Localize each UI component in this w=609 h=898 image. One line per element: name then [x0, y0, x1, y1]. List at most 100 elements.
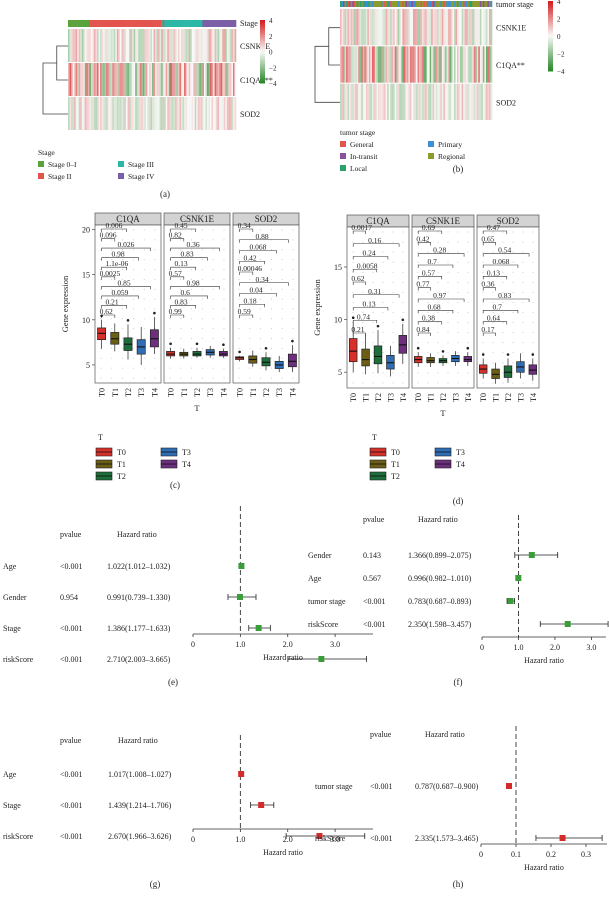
- pvalue-label: 0.28: [433, 246, 446, 255]
- heat-cell: [426, 9, 429, 46]
- grid-dot: [143, 377, 145, 379]
- pvalue-bracket: [239, 303, 265, 308]
- annotation-bar: [340, 1, 493, 7]
- heat-cell: [482, 83, 485, 120]
- grid-dot: [100, 268, 102, 270]
- heat-cell: [170, 63, 173, 96]
- heat-cell: [182, 29, 185, 62]
- heat-cell: [213, 97, 215, 130]
- grid-dot: [392, 322, 394, 324]
- annotation-cell: [68, 20, 70, 27]
- color-scale: 420−2−4: [260, 17, 277, 88]
- pvalue-bracket: [417, 298, 465, 302]
- pvalue-label: 0.00046: [238, 264, 263, 273]
- heat-cell: [403, 83, 406, 120]
- scale-step: [260, 62, 265, 65]
- annotation-cell: [475, 1, 478, 7]
- heat-cell: [479, 83, 482, 120]
- grid-dot: [372, 372, 374, 374]
- grid-dot: [180, 259, 182, 261]
- scale-step: [548, 33, 553, 37]
- grid-dot: [532, 291, 534, 293]
- box-t3: [205, 345, 215, 358]
- scale-step: [548, 17, 553, 21]
- grid-dot: [169, 249, 171, 251]
- grid-dot: [154, 328, 156, 330]
- pvalue-label: 0.34: [238, 221, 251, 230]
- grid-dot: [502, 261, 504, 263]
- scale-step: [548, 5, 553, 9]
- grid-dot: [132, 367, 134, 369]
- grid-dot: [492, 362, 494, 364]
- annotation-cell: [100, 20, 102, 27]
- heat-cell: [185, 29, 188, 62]
- grid-dot: [437, 231, 439, 233]
- heat-cell: [170, 97, 173, 130]
- heat-cell: [104, 63, 107, 96]
- outlier-point: [441, 350, 445, 353]
- heat-cell: [461, 83, 464, 120]
- facet-sod2: SOD20.170.640.70.830.360.130.0680.540.65…: [476, 214, 540, 402]
- grid-dot: [392, 342, 394, 344]
- heat-cell: [220, 29, 223, 62]
- x-tick-label: 1.0: [235, 640, 245, 649]
- heat-cell: [214, 97, 217, 130]
- x-axis-label: T: [194, 403, 200, 413]
- grid-dot: [492, 312, 494, 314]
- heat-cell: [181, 97, 183, 130]
- grid-dot: [260, 298, 262, 300]
- grid-dot: [122, 229, 124, 231]
- grid-dot: [457, 322, 459, 324]
- grid-dot: [270, 328, 272, 330]
- heat-cell: [378, 9, 380, 46]
- scale-step: [548, 61, 553, 65]
- grid-dot: [512, 342, 514, 344]
- grid-dot: [223, 249, 225, 251]
- heat-cell: [423, 9, 426, 46]
- pvalue-label: 0.84: [416, 325, 429, 334]
- scale-step: [548, 10, 553, 14]
- x-tick-label: 0.3: [581, 850, 591, 859]
- heat-cell: [129, 97, 131, 130]
- legend-title: tumor stage: [340, 128, 376, 137]
- annotation-cell: [191, 20, 194, 27]
- scale-step: [260, 70, 265, 73]
- heat-cell: [466, 9, 468, 46]
- heat-cell: [100, 97, 102, 130]
- scale-step: [260, 30, 265, 34]
- grid-dot: [260, 268, 262, 270]
- grid-dot: [201, 308, 203, 310]
- grid-dot: [292, 259, 294, 261]
- heat-cell: [228, 63, 231, 96]
- pvalue-label: 0.54: [498, 246, 511, 255]
- legend-entry: In-transit: [350, 152, 378, 161]
- annotation-cell: [460, 1, 462, 7]
- pvalue-label: 0.57: [169, 269, 182, 278]
- heat-cell: [145, 63, 148, 96]
- forest-row: riskScore <0.001 2.710(2.003–3.665): [3, 655, 368, 664]
- row-hazard-ratio: 1.366(0.899–2.075): [408, 551, 472, 560]
- annotation-cell: [164, 20, 167, 27]
- box-t3: [386, 345, 395, 377]
- x-tick-label: T3: [137, 388, 146, 397]
- annotation-cell: [435, 1, 438, 7]
- pvalue-label: 0.88: [255, 232, 268, 241]
- grid-dot: [132, 278, 134, 280]
- heat-cell: [68, 63, 70, 96]
- heat-cell: [130, 97, 133, 130]
- legend-key: [160, 447, 178, 457]
- grid-dot: [437, 352, 439, 354]
- heat-cell: [104, 29, 107, 62]
- annotation-cell: [225, 20, 228, 27]
- grid-dot: [392, 301, 394, 303]
- heat-cell: [194, 97, 197, 130]
- heat-cell: [234, 63, 237, 96]
- grid-dot: [111, 328, 113, 330]
- heat-cell: [373, 46, 376, 83]
- heat-cell: [145, 29, 148, 62]
- heat-cell: [161, 63, 163, 96]
- grid-dot: [362, 261, 364, 263]
- pvalue-bracket: [101, 247, 151, 252]
- grid-dot: [180, 367, 182, 369]
